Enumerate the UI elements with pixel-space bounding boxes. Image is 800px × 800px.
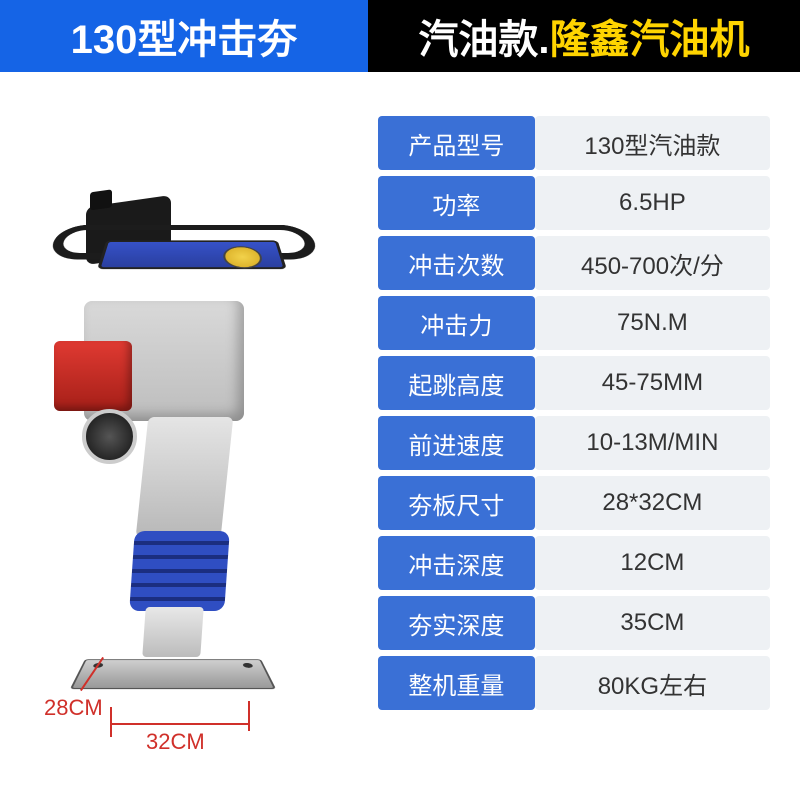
- table-row: 冲击深度12CM: [378, 536, 770, 590]
- dimension-length-label: 32CM: [146, 729, 205, 755]
- spec-value: 450-700次/分: [535, 236, 770, 290]
- spec-label: 冲击深度: [378, 536, 535, 590]
- spec-label: 功率: [378, 176, 535, 230]
- spec-value: 130型汽油款: [535, 116, 770, 170]
- spec-label: 前进速度: [378, 416, 535, 470]
- table-row: 整机重量80KG左右: [378, 656, 770, 710]
- spec-value: 75N.M: [535, 296, 770, 350]
- title-banner: 130型冲击夯 汽油款. 隆鑫汽油机: [0, 0, 800, 72]
- spec-label: 产品型号: [378, 116, 535, 170]
- table-row: 前进速度10-13M/MIN: [378, 416, 770, 470]
- table-row: 夯板尺寸28*32CM: [378, 476, 770, 530]
- recoil-starter-shape: [82, 409, 137, 464]
- content-row: 28CM 32CM 产品型号130型汽油款功率6.5HP冲击次数450-700次…: [0, 72, 800, 800]
- bellows-shape: [129, 531, 230, 611]
- table-row: 夯实深度35CM: [378, 596, 770, 650]
- product-image-area: 28CM 32CM: [0, 72, 368, 800]
- dimension-length-tick-right: [248, 701, 250, 731]
- spec-label: 夯实深度: [378, 596, 535, 650]
- spec-table: 产品型号130型汽油款功率6.5HP冲击次数450-700次/分冲击力75N.M…: [378, 110, 770, 716]
- title-right-yellow: 隆鑫汽油机: [550, 7, 750, 65]
- spec-label: 整机重量: [378, 656, 535, 710]
- spec-table-area: 产品型号130型汽油款功率6.5HP冲击次数450-700次/分冲击力75N.M…: [368, 72, 800, 800]
- spec-value: 10-13M/MIN: [535, 416, 770, 470]
- column-shape: [136, 417, 234, 537]
- dimension-length-tick-left: [110, 707, 112, 737]
- spec-label: 冲击力: [378, 296, 535, 350]
- dimension-width-label: 28CM: [44, 695, 103, 721]
- foot-plate-shape: [70, 659, 276, 689]
- engine-red-cover-shape: [54, 341, 132, 411]
- table-row: 起跳高度45-75MM: [378, 356, 770, 410]
- table-row: 冲击次数450-700次/分: [378, 236, 770, 290]
- shaft-shape: [142, 607, 203, 657]
- title-right-white: 汽油款.: [418, 7, 549, 65]
- top-cover-shape: [97, 240, 287, 269]
- spec-value: 6.5HP: [535, 176, 770, 230]
- spec-label: 夯板尺寸: [378, 476, 535, 530]
- dimension-length-line: [112, 723, 250, 725]
- spec-value: 12CM: [535, 536, 770, 590]
- spec-value: 28*32CM: [535, 476, 770, 530]
- tamping-rammer-illustration: 28CM 32CM: [14, 171, 354, 731]
- spec-value: 45-75MM: [535, 356, 770, 410]
- spec-value: 35CM: [535, 596, 770, 650]
- title-left: 130型冲击夯: [0, 0, 368, 72]
- table-row: 产品型号130型汽油款: [378, 116, 770, 170]
- table-row: 冲击力75N.M: [378, 296, 770, 350]
- title-right: 汽油款. 隆鑫汽油机: [368, 0, 800, 72]
- spec-label: 冲击次数: [378, 236, 535, 290]
- spec-value: 80KG左右: [535, 656, 770, 710]
- table-row: 功率6.5HP: [378, 176, 770, 230]
- spec-label: 起跳高度: [378, 356, 535, 410]
- spec-table-body: 产品型号130型汽油款功率6.5HP冲击次数450-700次/分冲击力75N.M…: [378, 116, 770, 710]
